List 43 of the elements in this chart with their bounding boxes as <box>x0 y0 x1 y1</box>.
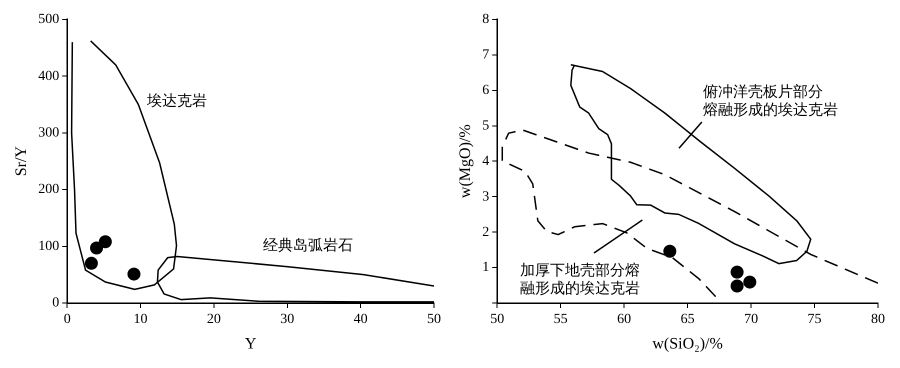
annotation: 埃达克岩 <box>146 92 208 110</box>
y-tick-label: 2 <box>482 224 490 240</box>
y-tick-label: 7 <box>482 48 490 63</box>
y-axis-title: w(MgO)/% <box>456 124 474 198</box>
x-tick-label: 40 <box>354 312 368 328</box>
y-tick-label: 5 <box>482 118 490 134</box>
point <box>730 279 744 292</box>
x-tick-label: 0 <box>64 312 71 328</box>
point <box>730 266 744 279</box>
annotation: 俯冲洋壳板片部分熔融形成的埃达克岩 <box>702 84 838 119</box>
point <box>743 276 756 289</box>
x-tick-label: 75 <box>808 312 822 328</box>
y-tick-label: 500 <box>38 12 60 28</box>
y-tick-label: 3 <box>482 189 490 204</box>
point <box>90 241 104 254</box>
y-tick-label: 4 <box>482 154 490 169</box>
point <box>98 235 112 248</box>
y-tick-label: 8 <box>482 12 490 28</box>
x-axis-title: Y <box>244 336 257 353</box>
y-tick-label: 0 <box>52 296 60 311</box>
y-tick-label: 1 <box>482 260 490 276</box>
x-tick-label: 50 <box>427 312 441 328</box>
point <box>84 256 98 270</box>
x-tick-label: 30 <box>280 312 294 328</box>
y-tick-label: 200 <box>38 182 60 198</box>
annotation: 经典岛弧岩石 <box>262 237 353 254</box>
x-tick-label: 55 <box>554 312 568 328</box>
x-tick-label: 80 <box>871 312 885 328</box>
y-tick-label: 400 <box>38 68 60 84</box>
annotation: 加厚下地壳部分熔融形成的埃达克岩 <box>520 262 640 298</box>
x-tick-label: 10 <box>134 312 148 328</box>
x-tick-label: 70 <box>744 312 758 328</box>
x-tick-label: 50 <box>490 312 504 328</box>
y-tick-label: 300 <box>38 126 60 141</box>
x-tick-label: 20 <box>206 312 221 328</box>
x-axis-title: w(SiO₂)/% <box>652 336 723 353</box>
x-tick-label: 60 <box>617 312 632 328</box>
point <box>663 244 676 258</box>
y-tick-label: 6 <box>482 82 490 98</box>
y-axis-title: Sr/Y <box>12 146 30 176</box>
x-tick-label: 65 <box>680 312 695 328</box>
y-tick-label: 100 <box>38 238 60 254</box>
point <box>127 268 140 281</box>
